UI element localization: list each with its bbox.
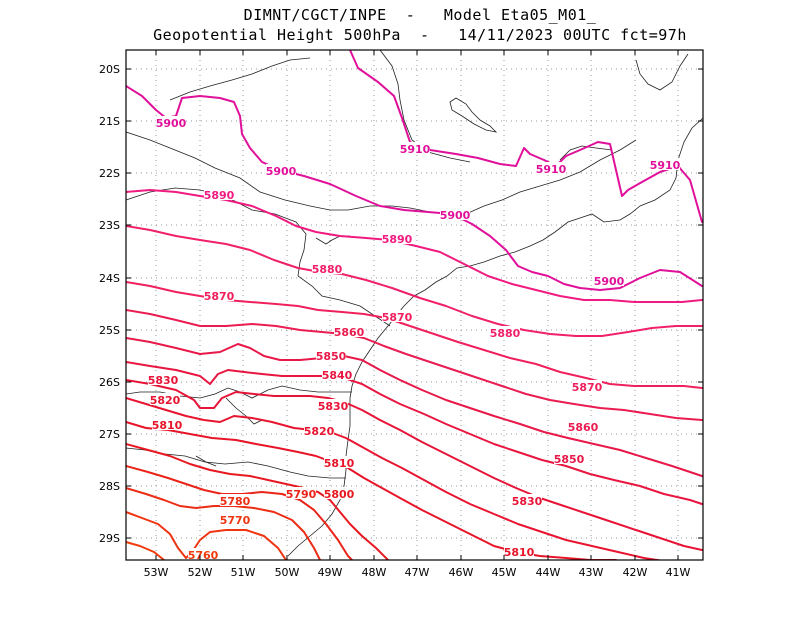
lon-label: 50W — [275, 566, 300, 579]
contour-label: 5910 — [400, 143, 431, 156]
lat-label: 27S — [99, 428, 120, 441]
contour-label: 5810 — [504, 546, 535, 559]
contour-label: 5810 — [152, 419, 183, 432]
contour-label: 5910 — [536, 163, 567, 176]
contour-label: 5890 — [204, 189, 235, 202]
longitude-axis: 53W 52W 51W 50W 49W 48W 47W 46W 45W 44W … — [144, 50, 691, 579]
contour-5830 — [126, 379, 703, 551]
contour-label: 5850 — [316, 350, 347, 363]
contour-5900-a — [126, 85, 703, 291]
contour-label: 5830 — [148, 374, 179, 387]
contour-label: 5870 — [382, 311, 413, 324]
contour-label: 5830 — [318, 400, 349, 413]
state-border — [126, 187, 391, 327]
lon-label: 45W — [492, 566, 517, 579]
contour-label: 5790 — [286, 488, 317, 501]
lat-label: 23S — [99, 219, 120, 232]
lat-label: 24S — [99, 272, 120, 285]
map-title-line2: Geopotential Height 500hPa - 14/11/2023 … — [153, 26, 687, 44]
lon-label: 51W — [231, 566, 256, 579]
contour-5850 — [126, 337, 703, 477]
contour-label: 5890 — [382, 233, 413, 246]
contour-5790 — [126, 465, 353, 560]
lon-label: 43W — [579, 566, 604, 579]
contour-lines — [126, 50, 703, 560]
contour-label: 5850 — [554, 453, 585, 466]
contour-label: 5900 — [440, 209, 471, 222]
river — [225, 397, 263, 425]
lat-label: 29S — [99, 532, 120, 545]
contour-5770 — [126, 511, 287, 560]
contour-label: 5910 — [650, 159, 681, 172]
contour-label: 5870 — [572, 381, 603, 394]
map-frame — [125, 49, 704, 561]
lon-label: 49W — [318, 566, 343, 579]
lat-label: 21S — [99, 115, 120, 128]
lon-label: 44W — [536, 566, 561, 579]
latitude-axis: 20S 21S 22S 23S 24S 25S 26S 27S 28S 29S — [99, 63, 703, 545]
contour-label: 5830 — [512, 495, 543, 508]
lat-label: 26S — [99, 376, 120, 389]
state-border — [379, 50, 471, 163]
contour-label: 5770 — [220, 514, 251, 527]
lon-label: 47W — [405, 566, 430, 579]
contour-label: 5760 — [188, 549, 219, 562]
lon-label: 46W — [449, 566, 474, 579]
state-border — [169, 57, 311, 101]
contour-label: 5820 — [304, 425, 335, 438]
lon-label: 41W — [666, 566, 691, 579]
lon-label: 48W — [362, 566, 387, 579]
lat-label: 22S — [99, 167, 120, 180]
contour-labels: 5900 5900 5900 5900 5910 5910 5910 5890 … — [148, 116, 681, 562]
lat-label: 20S — [99, 63, 120, 76]
contour-label: 5860 — [568, 421, 599, 434]
lon-label: 52W — [188, 566, 213, 579]
contour-label: 5780 — [220, 495, 251, 508]
lat-label: 28S — [99, 480, 120, 493]
contour-label: 5880 — [312, 263, 343, 276]
contour-label: 5880 — [490, 327, 521, 340]
contour-5800 — [126, 443, 389, 560]
contour-label: 5900 — [266, 165, 297, 178]
contour-label: 5900 — [156, 117, 187, 130]
contour-label: 5870 — [204, 290, 235, 303]
lon-label: 53W — [144, 566, 169, 579]
lat-label: 25S — [99, 324, 120, 337]
contour-label: 5900 — [594, 275, 625, 288]
contour-5820 — [126, 397, 664, 560]
state-border — [635, 53, 689, 91]
state-border — [126, 131, 637, 215]
map-title-line1: DIMNT/CGCT/INPE - Model Eta05_M01_ — [243, 6, 597, 24]
state-border — [559, 145, 613, 161]
contour-label: 5800 — [324, 488, 355, 501]
contour-label: 5810 — [324, 457, 355, 470]
river — [195, 455, 217, 467]
contour-label: 5840 — [322, 369, 353, 382]
contour-5910 — [349, 50, 703, 223]
contour-label: 5860 — [334, 326, 365, 339]
lat-lon-grid — [126, 50, 703, 560]
contour-5760 — [126, 541, 165, 560]
contour-5840 — [126, 361, 703, 505]
lon-label: 42W — [623, 566, 648, 579]
contour-5880 — [126, 225, 703, 337]
lake — [449, 97, 498, 133]
contour-5860 — [126, 309, 703, 421]
contour-label: 5820 — [150, 394, 181, 407]
